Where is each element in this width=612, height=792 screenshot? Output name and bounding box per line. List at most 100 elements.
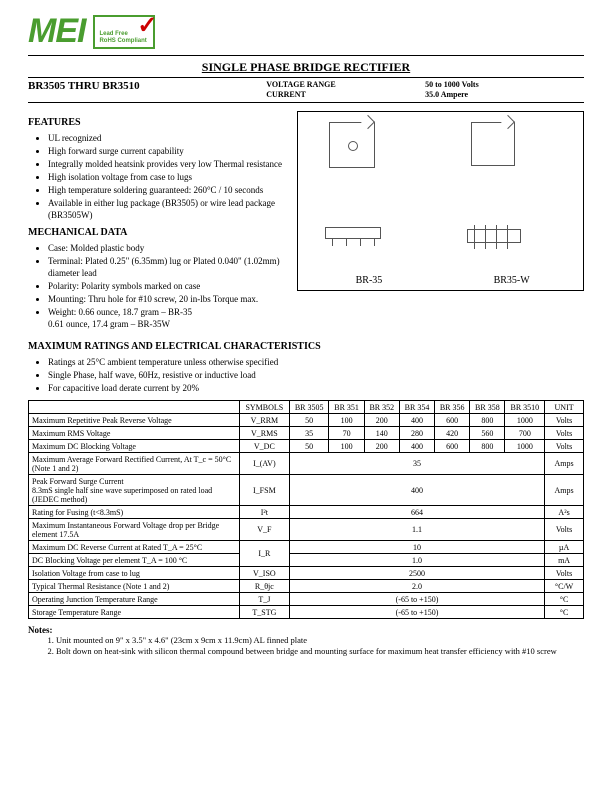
table-header-row: SYMBOLS BR 3505 BR 351 BR 352 BR 354 BR … bbox=[29, 401, 584, 414]
cell-value-span: (-65 to +150) bbox=[289, 606, 544, 619]
cell-value: 50 bbox=[289, 414, 329, 427]
table-row: Maximum Instantaneous Forward Voltage dr… bbox=[29, 519, 584, 541]
row-unit: µA bbox=[545, 541, 584, 554]
row-symbol: I_FSM bbox=[239, 475, 289, 506]
feature-item: UL recognized bbox=[48, 132, 289, 144]
table-row: Maximum Repetitive Peak Reverse VoltageV… bbox=[29, 414, 584, 427]
feature-item: High forward surge current capability bbox=[48, 145, 289, 157]
row-label: Maximum DC Blocking Voltage bbox=[29, 440, 240, 453]
mech-item: Terminal: Plated 0.25" (6.35mm) lug or P… bbox=[48, 255, 289, 279]
text-column: FEATURES UL recognized High forward surg… bbox=[28, 111, 289, 331]
pkg-label-b: BR35-W bbox=[494, 275, 530, 286]
mech-item: Case: Molded plastic body bbox=[48, 242, 289, 254]
range-labels: VOLTAGE RANGECURRENT bbox=[266, 80, 425, 100]
ratings-header: MAXIMUM RATINGS AND ELECTRICAL CHARACTER… bbox=[28, 341, 584, 352]
row-unit: mA bbox=[545, 554, 584, 567]
cell-value-span: 2.0 bbox=[289, 580, 544, 593]
notes-list: Unit mounted on 9" x 3.5" x 4.6" (23cm x… bbox=[28, 635, 584, 657]
doc-title: SINGLE PHASE BRIDGE RECTIFIER bbox=[28, 60, 584, 75]
cell-value: 560 bbox=[470, 427, 505, 440]
table-row: Rating for Fusing (t<8.3mS)I²t664A²s bbox=[29, 506, 584, 519]
mech-item: Mounting: Thru hole for #10 screw, 20 in… bbox=[48, 293, 289, 305]
cell-value: 280 bbox=[399, 427, 434, 440]
cell-value-span: 2500 bbox=[289, 567, 544, 580]
feature-item: High isolation voltage from case to lugs bbox=[48, 171, 289, 183]
feature-item: Integrally molded heatsink provides very… bbox=[48, 158, 289, 170]
row-symbol: I²t bbox=[239, 506, 289, 519]
mechanical-list: Case: Molded plastic body Terminal: Plat… bbox=[28, 242, 289, 330]
row-label: Maximum DC Reverse Current at Rated T_A … bbox=[29, 541, 240, 554]
notes-header: Notes: bbox=[28, 625, 584, 635]
cell-value: 800 bbox=[470, 414, 505, 427]
cell-value-span: 1.1 bbox=[289, 519, 544, 541]
row-symbol: R_θjc bbox=[239, 580, 289, 593]
row-symbol: V_DC bbox=[239, 440, 289, 453]
row-label: Peak Forward Surge Current 8.3mS single … bbox=[29, 475, 240, 506]
row-unit: °C bbox=[545, 606, 584, 619]
cell-value: 200 bbox=[364, 440, 399, 453]
col-part: BR 3505 bbox=[289, 401, 329, 414]
mech-item: Weight: 0.66 ounce, 18.7 gram – BR-35 0.… bbox=[48, 306, 289, 330]
table-row: DC Blocking Voltage per element T_A = 10… bbox=[29, 554, 584, 567]
row-label: Isolation Voltage from case to lug bbox=[29, 567, 240, 580]
cell-value: 1000 bbox=[505, 414, 545, 427]
col-part: BR 356 bbox=[435, 401, 470, 414]
row-label: DC Blocking Voltage per element T_A = 10… bbox=[29, 554, 240, 567]
row-unit: Volts bbox=[545, 567, 584, 580]
row-symbol: V_F bbox=[239, 519, 289, 541]
pkg-label-a: BR-35 bbox=[356, 275, 383, 286]
row-symbol: I_R bbox=[239, 541, 289, 567]
mech-item: Polarity: Polarity symbols marked on cas… bbox=[48, 280, 289, 292]
table-row: Maximum RMS VoltageV_RMS3570140280420560… bbox=[29, 427, 584, 440]
table-row: Peak Forward Surge Current 8.3mS single … bbox=[29, 475, 584, 506]
package-br35w: BR35-W bbox=[440, 112, 583, 290]
cell-value: 600 bbox=[435, 414, 470, 427]
col-symbols: SYMBOLS bbox=[239, 401, 289, 414]
row-symbol: V_RMS bbox=[239, 427, 289, 440]
features-header: FEATURES bbox=[28, 117, 289, 128]
table-row: Maximum DC Blocking VoltageV_DC501002004… bbox=[29, 440, 584, 453]
package-diagrams: BR-35 BR35-W bbox=[297, 111, 584, 291]
ratings-note: Single Phase, half wave, 60Hz, resistive… bbox=[48, 369, 584, 381]
table-row: Operating Junction Temperature RangeT_J(… bbox=[29, 593, 584, 606]
cell-value: 70 bbox=[329, 427, 364, 440]
cell-value: 35 bbox=[289, 427, 329, 440]
range-values: 50 to 1000 Volts35.0 Ampere bbox=[425, 80, 584, 100]
cell-value-span: 400 bbox=[289, 475, 544, 506]
note-item: Unit mounted on 9" x 3.5" x 4.6" (23cm x… bbox=[56, 635, 584, 646]
row-unit: Amps bbox=[545, 453, 584, 475]
divider bbox=[28, 55, 584, 56]
cell-value: 420 bbox=[435, 427, 470, 440]
package-br35: BR-35 bbox=[298, 112, 441, 290]
cell-value: 400 bbox=[399, 414, 434, 427]
cell-value: 140 bbox=[364, 427, 399, 440]
col-part: BR 351 bbox=[329, 401, 364, 414]
cell-value: 1000 bbox=[505, 440, 545, 453]
row-unit: Volts bbox=[545, 519, 584, 541]
row-unit: A²s bbox=[545, 506, 584, 519]
feature-item: Available in either lug package (BR3505)… bbox=[48, 197, 289, 221]
table-row: Isolation Voltage from case to lugV_ISO2… bbox=[29, 567, 584, 580]
row-label: Typical Thermal Resistance (Note 1 and 2… bbox=[29, 580, 240, 593]
cell-value-span: 664 bbox=[289, 506, 544, 519]
badge-text: Lead FreeRoHS Compliant bbox=[99, 31, 146, 45]
row-symbol: T_STG bbox=[239, 606, 289, 619]
row-unit: °C/W bbox=[545, 580, 584, 593]
col-part: BR 352 bbox=[364, 401, 399, 414]
table-row: Maximum DC Reverse Current at Rated T_A … bbox=[29, 541, 584, 554]
cell-value: 100 bbox=[329, 440, 364, 453]
row-symbol: T_J bbox=[239, 593, 289, 606]
table-row: Typical Thermal Resistance (Note 1 and 2… bbox=[29, 580, 584, 593]
row-label: Maximum RMS Voltage bbox=[29, 427, 240, 440]
cell-value-span: 10 bbox=[289, 541, 544, 554]
col-part: BR 358 bbox=[470, 401, 505, 414]
row-label: Rating for Fusing (t<8.3mS) bbox=[29, 506, 240, 519]
col-part: BR 354 bbox=[399, 401, 434, 414]
row-symbol: V_ISO bbox=[239, 567, 289, 580]
partnum-bar: BR3505 THRU BR3510 VOLTAGE RANGECURRENT … bbox=[28, 77, 584, 103]
cell-value: 400 bbox=[399, 440, 434, 453]
ratings-note: Ratings at 25°C ambient temperature unle… bbox=[48, 356, 584, 368]
row-unit: Volts bbox=[545, 414, 584, 427]
cell-value-span: 1.0 bbox=[289, 554, 544, 567]
header: MEI ✓ Lead FreeRoHS Compliant bbox=[28, 12, 584, 51]
